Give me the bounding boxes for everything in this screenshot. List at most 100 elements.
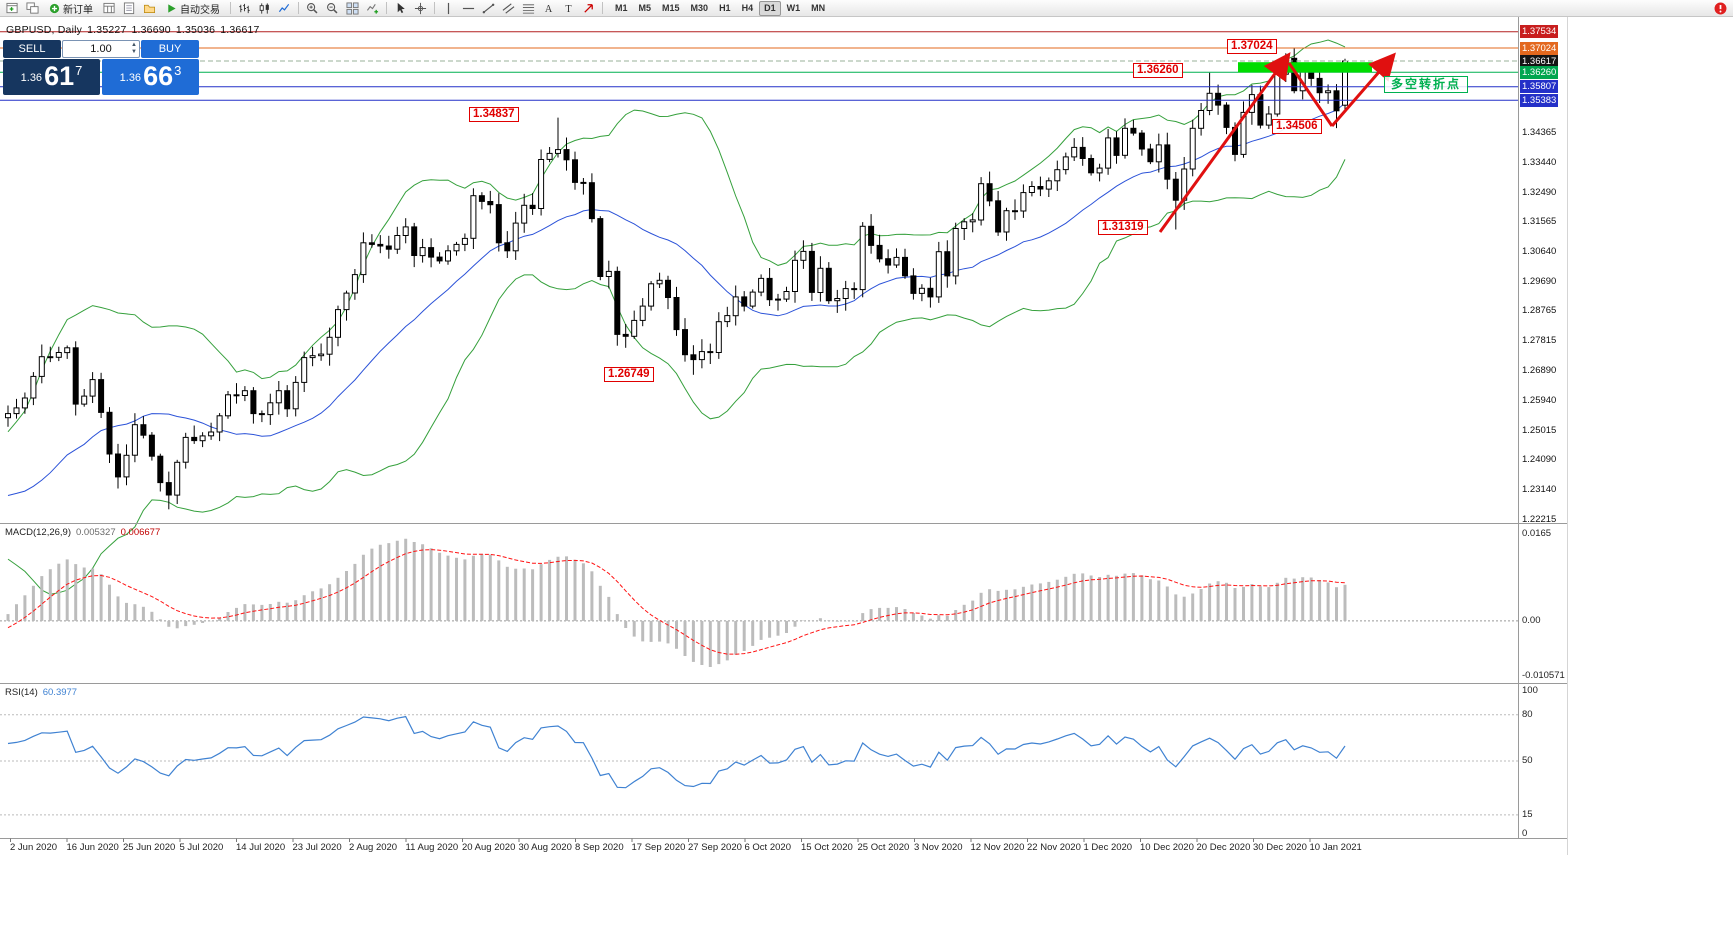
horizontal-line-icon[interactable] [459, 0, 478, 17]
annotation-price-label[interactable]: 1.31319 [1098, 220, 1148, 235]
arrows-icon[interactable] [579, 0, 598, 17]
date-axis-label: 14 Jul 2020 [236, 842, 286, 853]
new-order-button-label: 新订单 [63, 4, 93, 16]
buy-button[interactable]: BUY [141, 40, 199, 58]
timeframe-m15[interactable]: M15 [662, 2, 680, 13]
date-axis-label: 8 Sep 2020 [575, 842, 624, 853]
toolbar-separator [298, 2, 299, 14]
price-axis-label: 1.37534 [1520, 25, 1559, 39]
new-order-window-icon[interactable] [3, 0, 22, 17]
timeframe-d1[interactable]: D1 [759, 0, 781, 16]
spinner-down-icon[interactable]: ▼ [131, 49, 137, 55]
main-toolbar: 新订单 自动交易 A T M1 M5 M15 M30 H1 H4 D1 W1 MN [0, 0, 1733, 17]
timeframe-mn[interactable]: MN [811, 2, 826, 13]
date-axis-label: 25 Jun 2020 [123, 842, 176, 853]
rsi-axis-label: 0 [1522, 828, 1528, 839]
price-axis-label: 1.24090 [1522, 453, 1557, 465]
timeframe-m1[interactable]: M1 [615, 2, 628, 13]
line-chart-icon[interactable] [275, 0, 294, 17]
annotation-price-label[interactable]: 1.26749 [604, 367, 654, 382]
date-axis-label: 3 Nov 2020 [914, 842, 963, 853]
annotation-price-label[interactable]: 1.37024 [1227, 39, 1277, 54]
price-axis-label: 1.29690 [1522, 275, 1557, 287]
price-axis-label: 1.25015 [1522, 424, 1557, 436]
macd-main-value: 0.005327 [76, 527, 116, 538]
price-axis-label: 1.22215 [1522, 513, 1557, 525]
price-axis-label: 1.32490 [1522, 186, 1557, 198]
rsi-value: 60.3977 [42, 687, 78, 698]
close-value: 1.36617 [220, 24, 260, 36]
volume-input[interactable]: 1.00 ▲ ▼ [62, 40, 140, 58]
auto-trading-button[interactable]: 自动交易 [160, 0, 226, 17]
svg-text:T: T [565, 4, 572, 15]
low-value: 1.35036 [175, 24, 216, 36]
indicators-icon[interactable] [363, 0, 382, 17]
date-axis-label: 16 Jun 2020 [66, 842, 119, 853]
annotation-price-label[interactable]: 1.36260 [1133, 63, 1183, 78]
timeframe-h1[interactable]: H1 [719, 2, 731, 13]
sell-price-button[interactable]: 1.36 61 7 [3, 59, 100, 95]
notification-icon[interactable] [1714, 2, 1727, 15]
buy-price-button[interactable]: 1.36 66 3 [102, 59, 199, 95]
date-axis-label: 6 Oct 2020 [744, 842, 791, 853]
zoom-in-icon[interactable] [303, 0, 322, 17]
date-axis-label: 10 Jan 2021 [1309, 842, 1362, 853]
toolbar-separator [602, 2, 603, 14]
rsi-axis-label: 80 [1522, 708, 1533, 720]
date-axis-label: 2 Aug 2020 [349, 842, 398, 853]
bar-chart-icon[interactable] [235, 0, 254, 17]
macd-axis-label: 0.00 [1522, 614, 1541, 626]
tile-windows-icon[interactable] [343, 0, 362, 17]
timeframe-h4[interactable]: H4 [741, 2, 754, 13]
price-axis-label: 1.25940 [1522, 395, 1557, 407]
timeframe-m5[interactable]: M5 [638, 2, 652, 13]
date-axis-label: 1 Dec 2020 [1083, 842, 1133, 853]
label-icon[interactable]: T [559, 0, 578, 17]
timeframe-toolbar: M1 M5 M15 M30 H1 H4 D1 W1 MN [610, 0, 830, 16]
turning-point-label[interactable]: 多空转折点 [1384, 76, 1469, 93]
timeframe-w1[interactable]: W1 [786, 2, 801, 13]
one-click-trading-panel: SELL 1.00 ▲ ▼ BUY 1.36 61 7 1.36 66 3 [3, 40, 199, 95]
sell-price-pips: 61 [44, 61, 75, 91]
new-order-button[interactable]: 新订单 [43, 0, 99, 17]
candlestick-chart-icon[interactable] [255, 0, 274, 17]
vertical-line-icon[interactable] [439, 0, 458, 17]
annotation-price-label[interactable]: 1.34506 [1272, 119, 1322, 134]
timeframe-m30[interactable]: M30 [690, 2, 709, 13]
trendline-icon[interactable] [479, 0, 498, 17]
volume-spinner[interactable]: ▲ ▼ [131, 42, 137, 56]
buy-price-point: 3 [174, 63, 182, 78]
fibonacci-icon[interactable] [519, 0, 538, 17]
rsi-axis-label: 15 [1522, 808, 1533, 820]
date-axis-label: 30 Dec 2020 [1253, 842, 1307, 853]
price-axis-label: 1.35807 [1520, 80, 1559, 94]
navigator-icon[interactable] [140, 0, 159, 17]
window-cascade-icon[interactable] [23, 0, 42, 17]
macd-axis-label: 0.0165 [1522, 528, 1552, 540]
price-axis-label: 1.34365 [1522, 127, 1557, 139]
price-axis-label: 1.31565 [1522, 216, 1557, 228]
sell-button[interactable]: SELL [3, 40, 61, 58]
annotation-price-label[interactable]: 1.34837 [469, 107, 519, 122]
sell-price-figure: 1.36 [20, 72, 43, 84]
date-axis-label: 20 Dec 2020 [1196, 842, 1251, 853]
price-axis-label: 1.36260 [1520, 65, 1559, 79]
crosshair-icon[interactable] [411, 0, 430, 17]
auto-trading-button-label: 自动交易 [180, 4, 220, 16]
sell-price-point: 7 [75, 63, 83, 78]
toolbar-separator [230, 2, 231, 14]
zoom-out-icon[interactable] [323, 0, 342, 17]
macd-axis-label: -0.010571 [1522, 670, 1565, 682]
macd-signal-value: 0.006677 [120, 527, 161, 538]
date-axis-label: 17 Sep 2020 [631, 842, 686, 853]
text-icon[interactable]: A [539, 0, 558, 17]
spinner-up-icon[interactable]: ▲ [131, 42, 137, 48]
play-icon [166, 3, 177, 14]
data-window-icon[interactable] [120, 0, 139, 17]
buy-price-figure: 1.36 [119, 72, 142, 84]
channel-icon[interactable] [499, 0, 518, 17]
cursor-icon[interactable] [391, 0, 410, 17]
date-axis-label: 10 Dec 2020 [1140, 842, 1194, 853]
market-watch-icon[interactable] [100, 0, 119, 17]
